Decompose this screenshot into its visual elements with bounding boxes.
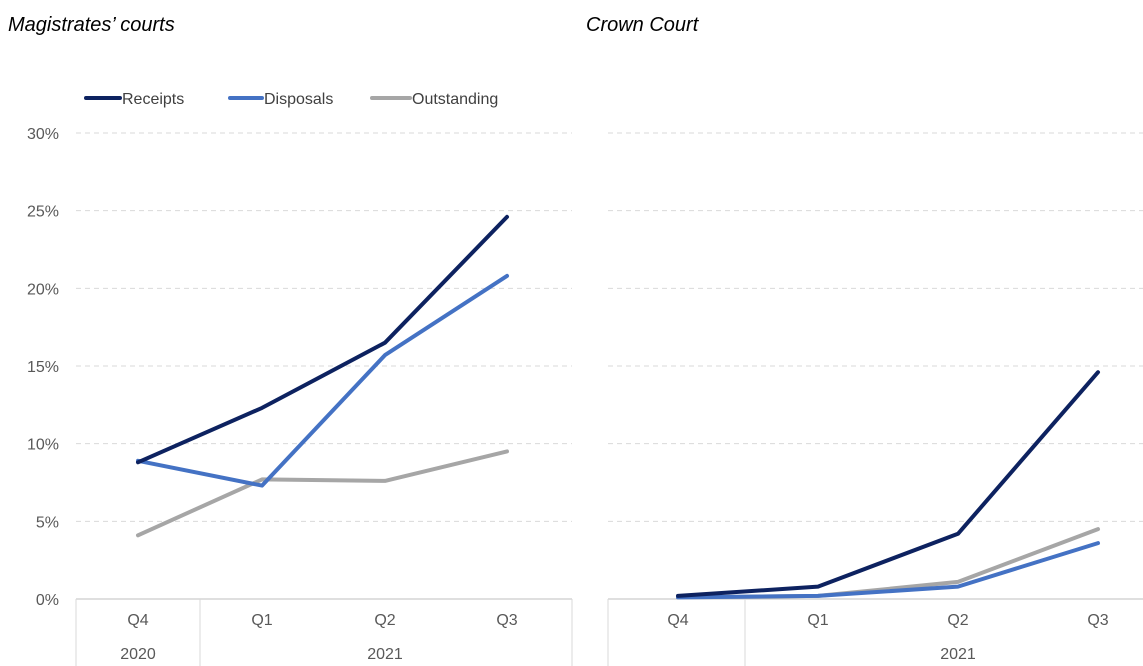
magistrates-courts-title: Magistrates’ courts [8, 14, 175, 36]
y-tick-label: 10% [27, 437, 59, 454]
x-tick-label: Q4 [667, 612, 688, 629]
y-tick-label: 20% [27, 281, 59, 298]
legend-label: Disposals [264, 91, 333, 108]
receipts-series-line [136, 214, 509, 465]
y-tick-label: 5% [36, 514, 59, 531]
crown-court-title: Crown Court [586, 14, 699, 36]
x-group-label: 2021 [940, 646, 976, 663]
disposals-series-line [136, 273, 509, 488]
receipts-series-line [676, 370, 1100, 598]
x-tick-label: Q1 [251, 612, 272, 629]
x-tick-label: Q2 [947, 612, 968, 629]
disposals-series-line [676, 541, 1100, 600]
x-tick-label: Q4 [127, 612, 148, 629]
y-tick-label: 25% [27, 204, 59, 221]
x-tick-label: Q1 [807, 612, 828, 629]
x-tick-label: Q3 [496, 612, 517, 629]
chart-panel-2: Q4 Q1 Q2 Q3 2021 [607, 132, 1143, 666]
legend-label: Receipts [122, 91, 184, 108]
outstanding-series-line [136, 449, 509, 538]
y-tick-label: 0% [36, 592, 59, 609]
legend-label: Outstanding [412, 91, 498, 108]
y-tick-label: 30% [27, 126, 59, 143]
legend: Receipts Disposals Outstanding [84, 91, 498, 108]
x-group-label: 2020 [120, 646, 156, 663]
x-group-label: 2021 [367, 646, 403, 663]
chart-panel-1: 0% 5% 10% 15% 20% 25% 30% Q4 Q1 Q2 Q3 2020 2021 Recei… [27, 91, 573, 666]
y-tick-label: 15% [27, 359, 59, 376]
x-tick-label: Q2 [374, 612, 395, 629]
x-tick-label: Q3 [1087, 612, 1108, 629]
